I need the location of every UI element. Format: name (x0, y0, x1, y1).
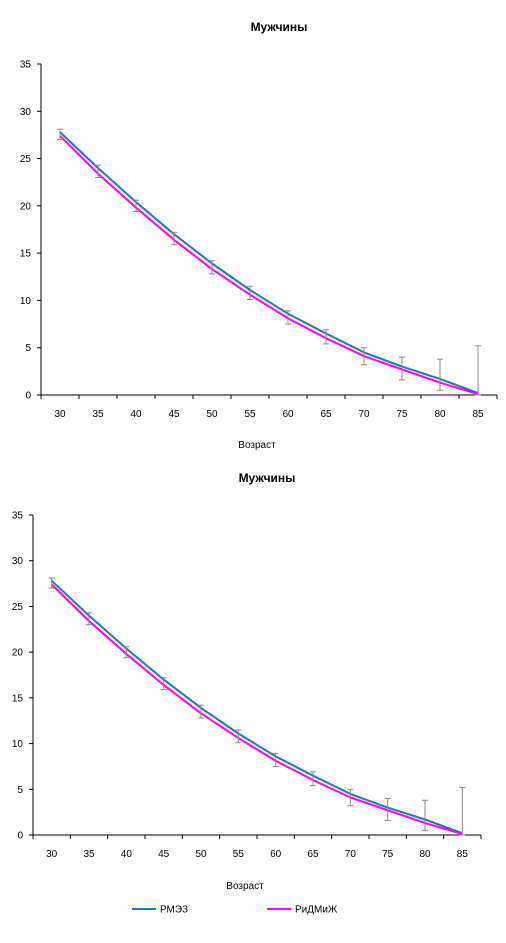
series-line-1 (59, 131, 479, 395)
chart-title: Мужчины (251, 20, 308, 34)
error-bar (133, 199, 139, 213)
x-tick-label: 35 (92, 409, 104, 420)
error-bar (48, 577, 55, 589)
y-tick-label: 10 (12, 739, 24, 750)
error-bar (437, 358, 443, 391)
chart-2: Мужчины 0 5 10 15 20 25 30 35 30 35 40 45 50 55 60 65 70 7… (12, 471, 482, 916)
x-tick-label: 30 (54, 409, 66, 420)
x-tick-label: 70 (345, 849, 357, 860)
error-bar (323, 329, 329, 345)
error-bar (235, 729, 242, 744)
legend-label-2: РиДМиЖ (295, 905, 338, 916)
error-bar (347, 788, 354, 807)
error-bar (247, 285, 253, 300)
y-tick-label: 5 (25, 343, 31, 354)
error-bar (160, 677, 167, 691)
error-bar (399, 356, 405, 381)
x-tick-label: 85 (457, 849, 469, 860)
y-tick-label: 0 (25, 391, 31, 402)
x-tick-label: 80 (419, 849, 431, 860)
y-tick-label: 25 (12, 602, 24, 613)
y-tick-label: 35 (20, 60, 32, 71)
x-tick-label: 35 (83, 849, 95, 860)
error-bar (123, 646, 130, 659)
x-tick-label: 65 (320, 409, 332, 420)
error-bar (285, 310, 291, 325)
y-tick-label: 35 (12, 511, 24, 522)
x-axis-label: Возраст (226, 881, 264, 892)
error-bar (475, 345, 481, 396)
y-tick-label: 15 (20, 249, 32, 260)
x-tick-label: 60 (282, 409, 294, 420)
chart-title: Мужчины (239, 471, 296, 485)
error-bar (272, 753, 279, 767)
error-bar (459, 786, 466, 836)
x-tick-label: 55 (244, 409, 256, 420)
error-bar (422, 799, 428, 831)
x-tick-label: 60 (270, 849, 282, 860)
legend: РМЭЗ РиДМиЖ (132, 905, 338, 916)
x-tick-label: 70 (358, 409, 370, 420)
error-bar (171, 231, 177, 246)
y-tick-label: 10 (20, 296, 32, 307)
x-tick-label: 30 (46, 849, 58, 860)
y-tick-label: 20 (12, 648, 24, 659)
x-tick-label: 85 (472, 409, 484, 420)
y-tick-label: 25 (20, 154, 32, 165)
y-tick-label: 20 (20, 201, 32, 212)
error-bar (310, 771, 316, 787)
x-tick-label: 75 (396, 409, 408, 420)
error-bar (95, 164, 101, 178)
error-bar (57, 128, 63, 141)
x-tick-label: 65 (307, 849, 319, 860)
series-line-2 (59, 135, 479, 396)
y-tick-label: 30 (12, 556, 24, 567)
x-tick-label: 75 (382, 849, 394, 860)
error-bar (384, 797, 391, 821)
error-bar (198, 704, 204, 719)
y-tick-label: 5 (17, 785, 23, 796)
series-line-2 (50, 583, 463, 836)
x-tick-label: 40 (121, 849, 133, 860)
y-tick-label: 0 (17, 831, 23, 842)
x-tick-label: 45 (158, 849, 170, 860)
error-bar (361, 347, 367, 366)
x-tick-label: 50 (206, 409, 218, 420)
x-axis-label: Возраст (238, 440, 276, 451)
y-tick-label: 30 (20, 107, 32, 118)
error-bar (209, 260, 215, 275)
error-bar (86, 612, 92, 626)
legend-label-1: РМЭЗ (160, 905, 188, 916)
x-tick-label: 80 (434, 409, 446, 420)
series-line-1 (51, 580, 463, 835)
x-tick-label: 45 (168, 409, 180, 420)
x-tick-label: 50 (195, 849, 207, 860)
chart-1: Мужчины 0 5 10 15 20 25 30 35 30 35 40 45 50 55 60 65 70 7… (20, 20, 498, 451)
y-tick-label: 15 (12, 693, 24, 704)
x-tick-label: 55 (233, 849, 245, 860)
x-tick-label: 40 (130, 409, 142, 420)
